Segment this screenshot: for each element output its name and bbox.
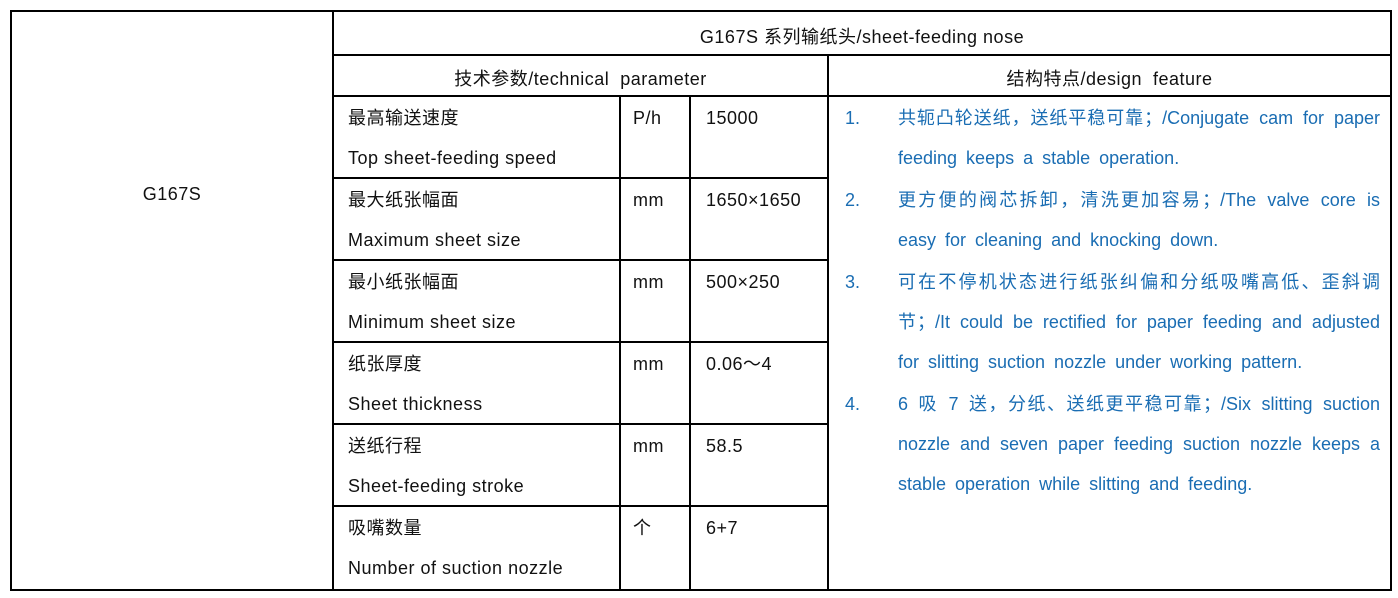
parameter-value: 58.5 [706,436,744,456]
divider-title [332,54,1392,56]
parameter-name-en: Minimum sheet size [348,312,517,332]
row-divider [332,423,829,425]
parameter-name-cn: 最小纸张幅面 [348,272,459,292]
row-divider [332,259,829,261]
feature-number: 4. [845,394,861,414]
parameter-value: 1650×1650 [706,190,802,210]
parameter-value: 6+7 [706,518,739,538]
parameter-name-cn: 送纸行程 [348,436,422,456]
parameter-unit: P/h [633,108,662,128]
border-left [10,10,12,591]
border-top [10,10,1392,12]
parameter-unit: mm [633,354,664,374]
feature-number: 3. [845,272,861,292]
parameter-name-cn: 最高输送速度 [348,108,459,128]
divider-features [827,54,829,591]
parameters-header: 技术参数/technical parameter [454,69,707,89]
divider-value [689,95,691,591]
parameter-name-en: Sheet-feeding stroke [348,476,525,496]
divider-header [332,95,1392,97]
model-name: G167S [142,184,202,204]
divider-model [332,10,334,591]
features-header: 结构特点/design feature [1006,69,1213,89]
feature-list: 1. 共轭凸轮送纸，送纸平稳可靠；/Conjugate cam for pape… [845,98,1380,506]
border-bottom [10,589,1392,591]
parameter-name-cn: 纸张厚度 [348,354,422,374]
feature-item: 2. 更方便的阀芯拆卸，清洗更加容易；/The valve core is ea… [845,180,1380,260]
parameter-name-cn: 吸嘴数量 [348,518,422,538]
feature-number: 1. [845,108,861,128]
feature-item: 1. 共轭凸轮送纸，送纸平稳可靠；/Conjugate cam for pape… [845,98,1380,178]
parameter-name-en: Top sheet-feeding speed [348,148,557,168]
parameter-value: 15000 [706,108,759,128]
parameter-unit: 个 [633,518,652,538]
border-right [1390,10,1392,591]
feature-text: 共轭凸轮送纸，送纸平稳可靠；/Conjugate cam for paper f… [898,108,1380,168]
parameter-value: 500×250 [706,272,781,292]
parameter-name-cn: 最大纸张幅面 [348,190,459,210]
parameter-unit: mm [633,436,664,456]
parameter-unit: mm [633,272,664,292]
feature-text: 更方便的阀芯拆卸，清洗更加容易；/The valve core is easy … [898,190,1380,250]
feature-item: 3. 可在不停机状态进行纸张纠偏和分纸吸嘴高低、歪斜调节；/It could b… [845,262,1380,382]
row-divider [332,341,829,343]
table-title: G167S 系列输纸头/sheet-feeding nose [699,27,1025,47]
feature-text: 6 吸 7 送，分纸、送纸更平稳可靠；/Six slitting suction… [898,394,1380,494]
parameter-name-en: Sheet thickness [348,394,483,414]
parameter-unit: mm [633,190,664,210]
feature-number: 2. [845,190,861,210]
divider-unit [619,95,621,591]
row-divider [332,505,829,507]
parameter-name-en: Maximum sheet size [348,230,522,250]
row-divider [332,177,829,179]
parameter-value: 0.06～4 [706,354,773,374]
feature-item: 4. 6 吸 7 送，分纸、送纸更平稳可靠；/Six slitting suct… [845,384,1380,504]
parameter-name-en: Number of suction nozzle [348,558,564,578]
feature-text: 可在不停机状态进行纸张纠偏和分纸吸嘴高低、歪斜调节；/It could be r… [898,272,1380,372]
